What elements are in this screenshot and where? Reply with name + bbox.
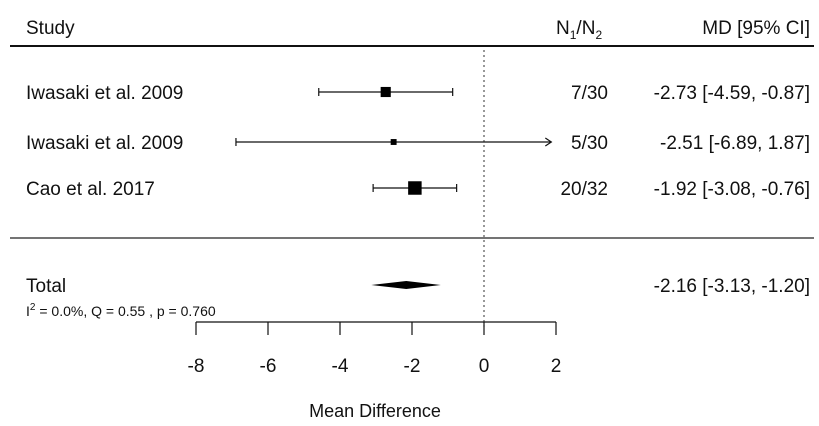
- total-md-ci: -2.16 [-3.13, -1.20]: [654, 276, 810, 297]
- study-n: 20/32: [560, 179, 608, 200]
- study-md-ci: -2.73 [-4.59, -0.87]: [654, 83, 810, 104]
- total-label: Total: [26, 276, 66, 297]
- study-n: 7/30: [571, 83, 608, 104]
- x-tick-label: 2: [551, 356, 562, 377]
- header-study: Study: [26, 18, 75, 39]
- x-axis-label: Mean Difference: [309, 401, 441, 421]
- x-tick-label: -4: [332, 356, 349, 377]
- point-estimate-square: [408, 181, 422, 195]
- study-label: Iwasaki et al. 2009: [26, 83, 183, 104]
- header-n: N1/N2: [556, 18, 602, 42]
- study-md-ci: -2.51 [-6.89, 1.87]: [660, 133, 810, 154]
- study-label: Iwasaki et al. 2009: [26, 133, 183, 154]
- point-estimate-square: [380, 86, 391, 98]
- point-estimate-square: [390, 139, 397, 145]
- heterogeneity-stats: I2 = 0.0%, Q = 0.55 , p = 0.760: [26, 302, 216, 319]
- x-tick-label: -6: [260, 356, 277, 377]
- x-tick-label: 0: [479, 356, 490, 377]
- study-n: 5/30: [571, 133, 608, 154]
- study-label: Cao et al. 2017: [26, 179, 155, 200]
- x-tick-label: -2: [404, 356, 421, 377]
- summary-diamond: [371, 281, 441, 289]
- study-md-ci: -1.92 [-3.08, -0.76]: [654, 179, 810, 200]
- x-tick-label: -8: [188, 356, 205, 377]
- header-md-ci: MD [95% CI]: [702, 18, 810, 39]
- ci-arrow-right: [544, 137, 553, 147]
